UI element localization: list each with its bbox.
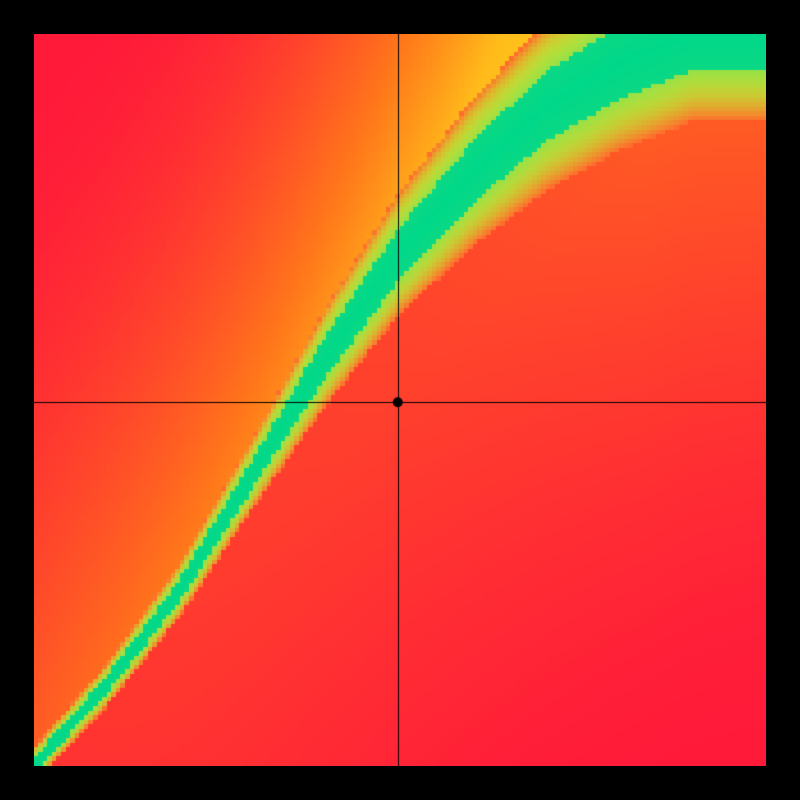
heatmap-canvas (34, 34, 766, 766)
attribution-label: TheBottleneck.com (563, 4, 766, 30)
chart-frame: TheBottleneck.com (0, 0, 800, 800)
